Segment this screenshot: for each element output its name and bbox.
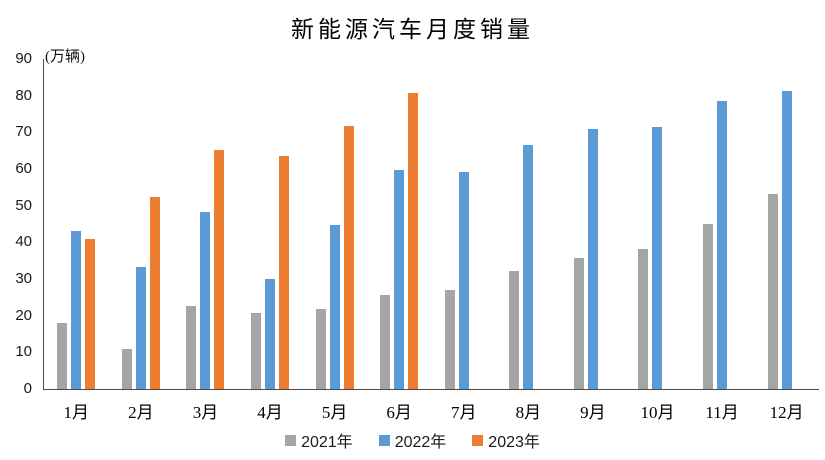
chart-title: 新能源汽车月度销量 <box>291 17 534 42</box>
month-group-7月: 7月 <box>431 59 496 422</box>
legend-item-2022年: 2022年 <box>378 428 447 452</box>
month-group-11月: 11月 <box>690 59 755 422</box>
month-group-1月: 1月 <box>44 59 109 422</box>
bar-2021年-4月 <box>251 313 262 389</box>
bar-2022年-6月 <box>394 170 405 389</box>
bar-2021年-11月 <box>703 224 714 389</box>
legend-item-2023年: 2023年 <box>472 428 540 452</box>
month-group-9月: 9月 <box>561 59 626 422</box>
y-tick-label-70: 70 <box>15 123 32 141</box>
x-axis-label-4月: 4月 <box>257 403 283 422</box>
bar-2021年-2月 <box>121 348 132 389</box>
bar-2021年-5月 <box>315 309 326 389</box>
x-axis-label-9月: 9月 <box>580 403 606 422</box>
bar-2021年-3月 <box>186 306 197 389</box>
x-axis-label-5月: 5月 <box>321 403 348 422</box>
bar-2022年-8月 <box>523 144 534 389</box>
month-group-8月: 8月 <box>496 59 561 422</box>
x-axis-label-6月: 6月 <box>386 403 412 422</box>
bar-2022年-1月 <box>71 230 82 389</box>
plot-area: 1月 2月 3月 4月 5月 6月 7月 8月 9月 10月 11月 12月 <box>43 59 819 422</box>
bar-2021年-1月 <box>57 323 68 389</box>
y-tick-label-60: 60 <box>15 160 32 177</box>
x-axis-label-12月: 12月 <box>769 403 804 422</box>
x-axis-label-3月: 3月 <box>192 403 219 422</box>
y-tick-label-80: 80 <box>15 86 32 104</box>
bar-2022年-5月 <box>329 225 340 389</box>
month-group-10月: 10月 <box>625 59 690 422</box>
legend-label-2023年: 2023年 <box>488 434 540 451</box>
x-axis-label-10月: 10月 <box>640 403 675 422</box>
bar-2023年-5月 <box>343 126 354 389</box>
bar-2021年-12月 <box>767 194 778 389</box>
legend-swatch-2021年 <box>285 434 297 446</box>
bar-2022年-2月 <box>135 266 146 389</box>
y-axis-unit-label: (万辆) <box>45 49 85 65</box>
legend: 2021年 2022年 2023年 <box>0 428 825 452</box>
y-tick-label-50: 50 <box>15 196 32 214</box>
bar-2023年-6月 <box>408 93 419 389</box>
bar-2022年-9月 <box>587 129 598 389</box>
bar-2023年-4月 <box>279 155 290 389</box>
bar-2021年-7月 <box>444 289 455 389</box>
legend-swatch-2022年 <box>378 434 390 446</box>
legend-label-2021年: 2021年 <box>301 434 353 451</box>
bar-2023年-3月 <box>214 149 225 389</box>
month-group-2月: 2月 <box>109 59 174 422</box>
bar-2021年-6月 <box>380 295 391 389</box>
legend-item-2021年: 2021年 <box>285 428 353 452</box>
month-group-3月: 3月 <box>173 59 238 422</box>
y-tick-label-40: 40 <box>15 233 32 251</box>
bar-2021年-9月 <box>573 258 584 389</box>
month-group-5月: 5月 <box>302 59 367 422</box>
y-tick-label-10: 10 <box>15 343 32 361</box>
bar-2022年-3月 <box>200 211 211 389</box>
bar-2023年-2月 <box>149 196 160 389</box>
month-group-12月: 12月 <box>754 59 819 422</box>
x-axis-label-1月: 1月 <box>63 403 90 422</box>
bar-2022年-4月 <box>265 279 276 389</box>
y-tick-label-90: 90 <box>15 50 32 67</box>
month-group-4月: 4月 <box>238 59 303 422</box>
y-tick-label-0: 0 <box>23 380 32 397</box>
bar-2022年-7月 <box>458 171 469 389</box>
bar-2021年-10月 <box>638 248 649 389</box>
bar-2021年-8月 <box>509 271 520 389</box>
x-axis-label-11月: 11月 <box>705 403 739 422</box>
legend-label-2022年: 2022年 <box>394 434 447 451</box>
bar-2023年-1月 <box>85 239 96 389</box>
x-axis-label-8月: 8月 <box>515 403 542 422</box>
x-axis-label-7月: 7月 <box>451 403 477 422</box>
bar-2022年-11月 <box>717 100 728 389</box>
bar-2022年-10月 <box>652 127 663 389</box>
x-axis-label-2月: 2月 <box>128 403 154 422</box>
y-tick-label-30: 30 <box>15 270 32 287</box>
y-tick-label-20: 20 <box>15 306 32 324</box>
month-group-6月: 6月 <box>367 59 432 422</box>
bar-2022年-12月 <box>781 90 792 389</box>
legend-swatch-2023年 <box>472 434 484 446</box>
